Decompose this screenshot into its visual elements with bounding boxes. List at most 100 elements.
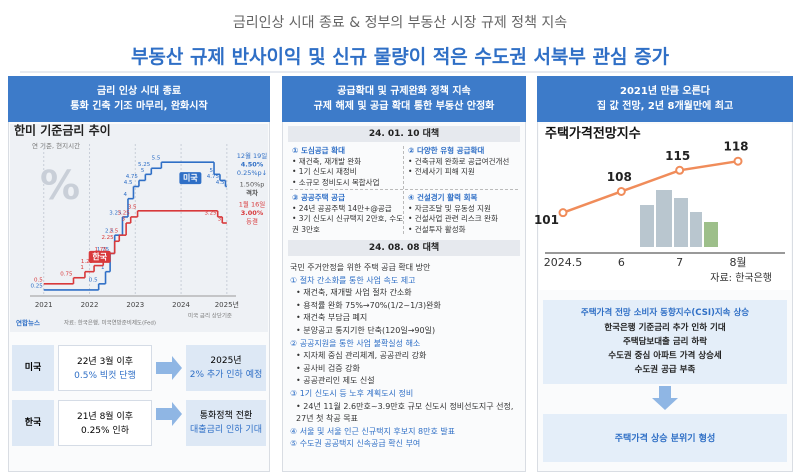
heading-line: 규제 해제 및 공급 확대 통한 부동산 안정화 — [313, 101, 495, 112]
source: 자료: 한국은행, 미국연방준비제도(Fed) — [64, 319, 156, 327]
from-line: 0.25% 인하 — [80, 426, 129, 436]
value-label: 5 — [141, 168, 145, 174]
summary-line: 주택담보대출 금리 하락 — [622, 337, 708, 347]
arrow — [156, 402, 182, 426]
value-label: 115 — [665, 149, 690, 163]
heading-line: 2021년 만큼 오른다 — [620, 86, 710, 97]
value-label: 5.5 — [152, 156, 161, 162]
value-label: 3.25 — [117, 210, 130, 216]
heading-line: 공급확대 및 규제완화 정책 지속 — [337, 86, 471, 97]
policy-item: ① 도심공급 확대 • 재건축, 재개발 완화 • 1기 신도시 재정비 • 소규모 … — [292, 146, 404, 188]
legend-label: 미국 — [183, 173, 198, 183]
item-bullet: • 공사비 검증 강화 — [296, 363, 360, 373]
legend-label: 한국 — [92, 251, 107, 261]
value-label: 2.25 — [101, 235, 114, 241]
to-line: 통화정책 전환 — [199, 411, 253, 421]
line — [562, 159, 739, 214]
summary-line: 한국은행 기준금리 추가 인하 기대 — [604, 323, 726, 333]
x-tick-label: 2023 — [126, 301, 144, 309]
value-label: 118 — [723, 140, 748, 154]
policy-item: ④ 건설경기 활력 회복 • 자금조달 및 유동성 지원 • 건설사업 관련 리스크… — [408, 193, 520, 235]
value-label: 5.25 — [138, 162, 151, 168]
point — [558, 208, 568, 218]
item-heading: ④ 서울 및 서울 인근 신규택지 후보지 8만호 발표 — [290, 426, 456, 436]
item-bullet: • 재건축 부담금 폐지 — [296, 313, 368, 323]
policy-item: ② 다양한 유형 공급확대 • 건축규제 완화로 공급여건개선 • 전세사기 피해 … — [408, 146, 520, 178]
summary-box — [543, 300, 787, 384]
heading-line: 집 값 전망, 2년 8개월만에 최고 — [596, 101, 734, 112]
buildings — [640, 190, 718, 247]
to-line: 2025년 — [210, 356, 242, 366]
divider — [290, 189, 518, 190]
legend-swatch — [179, 172, 202, 185]
chart-title: 주택가격전망지수 — [545, 126, 641, 142]
annotation: 0.25%p↓ — [237, 169, 267, 177]
value-label: 1 — [80, 265, 84, 271]
value-label: 108 — [607, 170, 632, 184]
value-label: 4.5 — [124, 180, 133, 186]
column-heading: 공급확대 및 규제완화 정책 지속 규제 해제 및 공급 확대 통한 부동산 안… — [282, 76, 526, 122]
value-label: 3 — [218, 217, 222, 223]
item-bullet: • 건축규제 완화로 공급여건개선 — [408, 156, 510, 166]
item-bullet: • 용적률 완화 75%→70%(1/2~1/3)완화 — [296, 300, 441, 310]
item-heading: ③ 1기 신도시 등 노후 계획도시 정비 — [290, 388, 414, 398]
value-label: 3 — [122, 217, 126, 223]
x-tick-label: 2024.5 — [544, 256, 583, 269]
annotation: 1월 16일 — [239, 200, 265, 209]
x-tick-label: 8월 — [729, 256, 746, 269]
to-line: 2% 추가 인하 예정 — [189, 370, 263, 380]
heading-line: 금리 인상 시대 종료 — [96, 86, 182, 97]
value-label: 101 — [534, 213, 559, 227]
value-label: 0.5 — [89, 277, 98, 283]
column — [282, 76, 526, 472]
credit: 연합뉴스 — [16, 318, 40, 327]
value-label: 0.5 — [34, 277, 43, 283]
value-label: 1.75 — [97, 247, 110, 253]
value-label: 4.5 — [216, 180, 225, 186]
column-heading: 금리 인상 시대 종료 통화 긴축 기조 마무리, 완화시작 — [8, 76, 270, 122]
item-heading: ② 공공지원을 통한 사업 불확실성 해소 — [290, 338, 421, 348]
annotation: 1.50%p — [240, 181, 265, 189]
summary-line: 수도권 중심 아파트 가격 상승세 — [608, 351, 722, 361]
item-heading: ① 도심공급 확대 — [292, 146, 345, 155]
chart-subtitle: 연 기준, 현지시간 — [32, 141, 80, 150]
source: 자료: 한국은행 — [710, 272, 772, 284]
value-label: 1.75 — [95, 247, 108, 253]
policy-list: 국민 주거안정을 위한 주택 공급 확대 방안 ① 절차 간소화를 통한 사업 속… — [290, 262, 522, 451]
item-bullet: • 공공관리인 제도 신설 — [296, 376, 375, 386]
to-box: 2025년 2% 추가 인하 예정 — [186, 345, 266, 391]
value-label: 4 — [123, 192, 127, 198]
item-heading: ③ 공공주택 공급 — [292, 193, 345, 202]
divider — [403, 146, 404, 234]
from-line: 22년 3월 이후 — [76, 357, 134, 367]
item-bullet: • 자금조달 및 유동성 지원 — [408, 203, 491, 213]
item-bullet: • 지자체 중심 관리체계, 공공관리 강화 — [296, 351, 427, 361]
x-tick-label: 2025년 — [215, 300, 239, 309]
note: 미국 금리 상단기준 — [188, 312, 232, 320]
plan-title: 24. 08. 08 대책 — [288, 240, 520, 256]
item-heading: ① 절차 간소화를 통한 사업 속도 제고 — [290, 275, 416, 285]
value-label: 3.25 — [109, 210, 122, 216]
point — [733, 156, 743, 166]
value-label: 5 — [210, 168, 214, 174]
row-label: 미국 — [12, 345, 54, 391]
conclusion-box — [543, 414, 787, 462]
item-bullet: • 1기 신도시 재정비 — [292, 167, 357, 176]
policy-item: ③ 공공주택 공급 • 24년 공공주택 14만+@공급 • 3기 신도시 신규택지… — [292, 193, 404, 235]
annotation: 4.50% — [241, 161, 264, 169]
arrow — [652, 386, 678, 410]
item-heading: ④ 건설경기 활력 회복 — [408, 193, 478, 202]
chart-title: 한미 기준금리 추이 — [14, 123, 111, 138]
value-label: 0.25 — [30, 283, 43, 289]
from-box: 21년 8월 이후 0.25% 인하 — [58, 400, 152, 446]
item-bullet: • 분양공고 통지기한 단축(120일→90일) — [296, 325, 436, 335]
value-label: 0.75 — [60, 271, 73, 277]
annotation: 격차 — [246, 188, 258, 197]
item-bullet: • 24년 공공주택 14만+@공급 — [292, 203, 392, 213]
legend-swatch — [88, 250, 111, 263]
x-tick-label: 2024 — [172, 301, 190, 309]
title: 부동산 규제 반사이익 및 신규 물량이 적은 수도권 서북부 관심 증가 — [130, 46, 670, 68]
x-tick-label: 2021 — [35, 301, 53, 309]
annotation: 3.00% — [241, 209, 264, 217]
